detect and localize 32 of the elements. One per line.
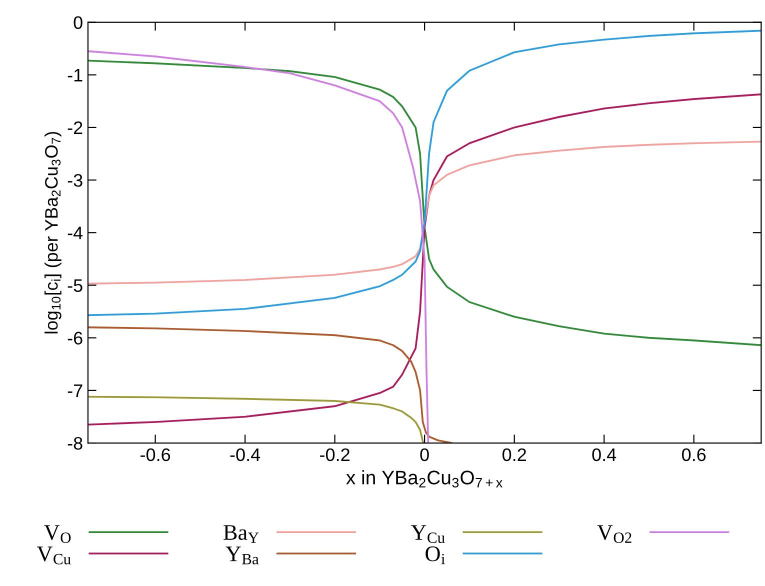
- y-tick-label: 0: [74, 16, 82, 29]
- legend-label: O$_{i}$: [426, 546, 445, 564]
- x-tick-label: 0.4: [592, 448, 616, 462]
- x-tick-label: 0.2: [502, 448, 526, 462]
- x-tick-label: 0.6: [682, 448, 706, 462]
- line-series: [88, 396, 424, 444]
- legend-label: Y$_{Cu}$: [410, 525, 445, 543]
- y-tick-label: -2: [68, 121, 82, 134]
- legend-label: Ba$_{Y}$: [224, 525, 259, 543]
- x-tick-label: -0.4: [230, 448, 260, 462]
- x-axis-title: x in YBa$_{2}$Cu$_{3}$O$_{7+x}$: [346, 470, 503, 488]
- line-series: [88, 50, 430, 444]
- y-tick-label: -8: [68, 436, 82, 450]
- x-tick-label: -0.6: [140, 448, 170, 462]
- text: log$_{10}$[c$_{i}$] (per YBa$_{2}$Cu$_{3}$O$_{7}$): [44, 132, 62, 334]
- y-tick-label: -5: [68, 279, 82, 292]
- x-tick-label: 0: [420, 448, 429, 462]
- legend-label: V$_{O2}$: [597, 525, 632, 543]
- y-tick-label: -3: [68, 174, 82, 187]
- line-series: [88, 60, 762, 346]
- line-series: [88, 326, 452, 444]
- y-tick-label: -1: [68, 68, 82, 82]
- line-series: [88, 140, 762, 285]
- legend-label: V$_{Cu}$: [36, 546, 71, 564]
- y-tick-label: -7: [68, 384, 82, 397]
- legend-label: V$_{O}$: [44, 525, 71, 543]
- y-tick-label: -4: [68, 226, 83, 240]
- legend-label: Y$_{Ba}$: [226, 546, 259, 564]
- y-tick-label: -6: [68, 332, 82, 345]
- line-series: [88, 93, 762, 426]
- line-series: [88, 30, 762, 316]
- x-tick-label: -0.2: [320, 448, 350, 462]
